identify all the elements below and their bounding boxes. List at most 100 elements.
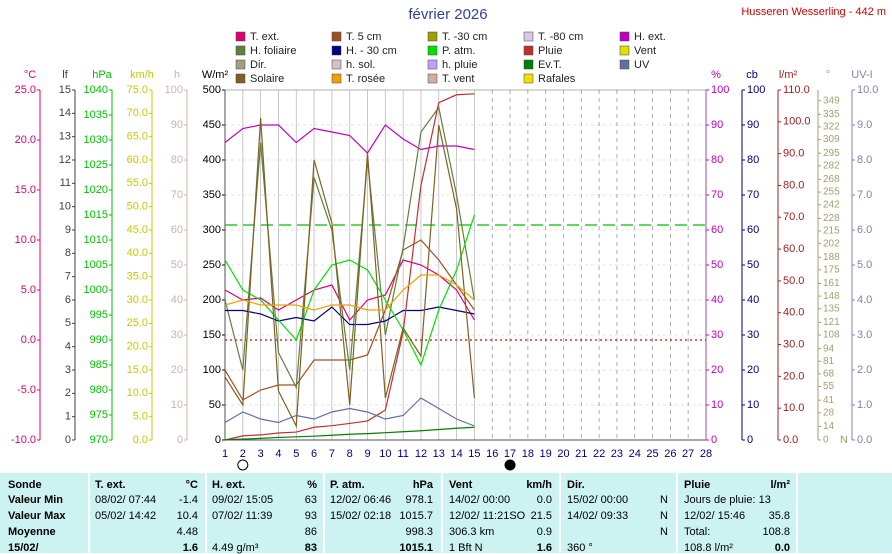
table-cell: °C [185,479,198,491]
x-tick-label: 6 [311,448,317,460]
legend-label: Rafales [538,73,576,85]
table-cell: Pluie [684,479,711,491]
y-tick-label: 60.0 [783,243,804,255]
table-cell: 15/02/ 02:18 [330,510,392,522]
table-cell: 1 Bft N [449,542,483,554]
column-separator [205,473,207,553]
y-tick-label: 228 [823,213,840,224]
table-cell: 1015.1 [399,542,433,554]
x-tick-label: 14 [450,448,462,460]
x-tick-label: 13 [433,448,445,460]
legend-label: P. atm. [442,45,475,57]
table-cell: Sonde [8,479,42,491]
series-line [224,239,475,401]
y-tick-label: 985 [90,359,108,371]
y-tick-label: 250 [203,259,221,271]
y-tick-label: -5.0 [17,384,36,396]
y-tick-label: 150 [203,329,221,341]
y-tick-label: 11 [60,177,71,189]
y-tick-label: 75.0 [127,84,148,96]
y-axis-title: l/m² [779,69,798,81]
legend-swatch [331,31,342,42]
y-tick-label: 1000 [84,284,108,296]
table-cell: 09/02/ 15:05 [212,494,274,506]
table-cell: hPa [412,479,433,491]
table-cell: 07/02/ 11:39 [212,510,273,522]
y-tick-label: 30 [171,329,183,341]
series-line [224,259,475,322]
y-tick-label: 0 [177,434,183,446]
legend-label: T. -30 cm [442,31,487,43]
y-tick-label: 13 [59,131,71,143]
plot-frame [224,89,707,441]
y-tick-label: 25.0 [15,84,36,96]
y-tick-label: 1010 [84,234,108,246]
y-tick-label: 50.0 [783,275,804,287]
y-tick-label: 295 [823,148,840,159]
table-cell: 08/02/ 07:44 [95,494,157,506]
table-cell: 1.6 [182,542,198,554]
y-tick-label: 40 [711,294,723,306]
legend-swatch [523,31,534,42]
y-tick-label: 90 [171,119,183,131]
legend-swatch [427,59,438,70]
y-axis-title: % [711,69,721,81]
y-tick-label: 0.0 [857,434,872,446]
y-tick-label: 1025 [84,159,108,171]
y-tick-label: 2.0 [857,364,872,376]
table-cell: Valeur Max [8,510,66,522]
legend-swatch [619,31,630,42]
y-tick-label: 70.0 [127,107,148,119]
y-tick-label: 15 [59,84,71,96]
y-tick-label: 50 [209,399,221,411]
y-tick-label: 50 [171,259,183,271]
column-separator [676,473,678,553]
y-tick-label: 60 [171,224,183,236]
moon-phase [237,459,249,471]
y-tick-label: 400 [203,154,221,166]
x-tick-label: 19 [540,448,552,460]
x-tick-label: 23 [611,448,623,460]
y-tick-label: 100 [711,84,729,96]
y-tick-label: 4 [65,341,71,353]
x-tick-label: 26 [664,448,676,460]
legend-label: h. sol. [346,59,375,71]
y-tick-label: 55.0 [127,177,148,189]
x-tick-label: 28 [700,448,712,460]
table-cell: 108.8 l/m² [684,542,733,554]
table-cell: 14/02/ 00:00 [449,494,511,506]
table-cell: N [660,510,668,522]
legend-swatch [427,73,438,84]
x-tick-label: 3 [258,448,264,460]
y-tick-label: 335 [823,109,840,120]
legend-swatch [523,73,534,84]
y-tick-label: 25.0 [127,317,148,329]
y-tick-label: 10 [59,201,71,213]
y-tick-label: 40.0 [783,307,804,319]
table-cell: 1.6 [536,542,552,554]
legend-label: T. rosée [346,73,385,85]
series-line [224,93,475,441]
y-tick-label: 0.0 [21,334,36,346]
y-tick-label: 50 [747,259,759,271]
y-axis-title: UV-I [851,69,872,81]
legend-swatch [235,59,246,70]
table-cell: 0.0 [536,494,552,506]
y-tick-label: 50 [711,259,723,271]
y-tick-label: 450 [203,119,221,131]
y-tick-label: 9.0 [857,119,872,131]
legend-label: Solaire [250,73,284,85]
legend-swatch [331,73,342,84]
column-separator [796,473,798,553]
y-tick-label: 14 [59,107,71,119]
y-tick-label: 6 [65,294,71,306]
y-tick-label: 41 [823,395,835,406]
y-tick-label: 40.0 [127,247,148,259]
x-tick-label: 4 [275,448,281,460]
table-cell: 86 [304,526,317,538]
y-tick-label: 20 [747,364,759,376]
legend-swatch [235,45,246,56]
series-line [224,274,475,311]
x-tick-label: 16 [486,448,498,460]
